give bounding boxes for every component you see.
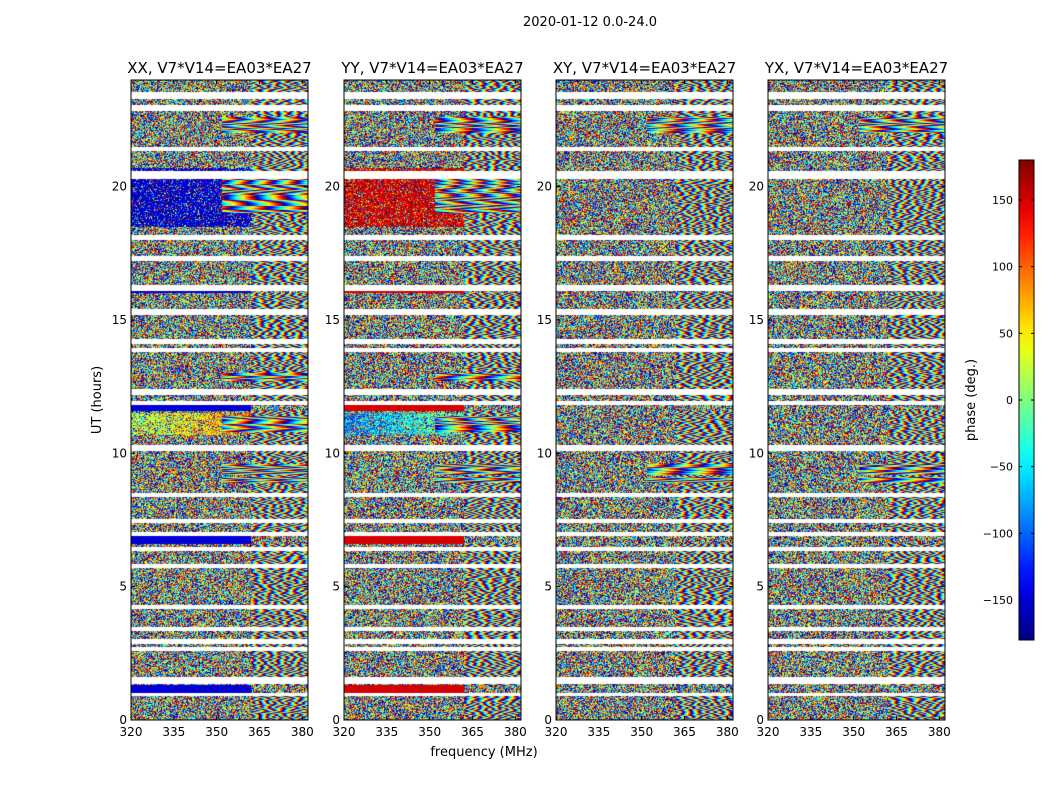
panel-title: YX, V7*V14=EA03*EA27 bbox=[764, 59, 948, 77]
x-tick-label: 380 bbox=[928, 725, 951, 739]
y-tick-label: 5 bbox=[544, 580, 552, 594]
x-tick-label: 380 bbox=[291, 725, 314, 739]
panel-4: YX, V7*V14=EA03*EA27 320 335 350 365 380 0 5 10 1… bbox=[749, 59, 951, 739]
x-tick-label: 365 bbox=[248, 725, 271, 739]
phase-heatmap-canvas bbox=[768, 80, 945, 720]
x-tick-label: 320 bbox=[333, 725, 356, 739]
y-tick-label: 5 bbox=[332, 580, 340, 594]
colorbar-label: phase (deg.) bbox=[964, 359, 979, 441]
colorbar: −150 −100 −50 0 50 100 150 bbox=[983, 159, 1035, 641]
y-tick-label: 15 bbox=[325, 313, 340, 327]
x-tick-label: 320 bbox=[120, 725, 143, 739]
y-tick-label: 20 bbox=[112, 180, 127, 194]
x-tick-label: 380 bbox=[504, 725, 527, 739]
x-tick-label: 350 bbox=[630, 725, 653, 739]
x-tick-label: 365 bbox=[461, 725, 484, 739]
panel-frame bbox=[343, 79, 522, 721]
colorbar-tick-label: −50 bbox=[990, 461, 1013, 474]
panel-3: XY, V7*V14=EA03*EA27 320 335 350 365 380 0 5 10 1… bbox=[537, 59, 739, 739]
x-tick-label: 365 bbox=[885, 725, 908, 739]
y-tick-label: 10 bbox=[112, 446, 127, 460]
x-tick-label: 350 bbox=[205, 725, 228, 739]
figure-title: 2020-01-12 0.0-24.0 bbox=[523, 15, 657, 30]
phase-heatmap bbox=[344, 80, 521, 720]
panels: XX, V7*V14=EA03*EA27 320 335 350 365 380 0 5 10 1… bbox=[112, 59, 951, 739]
panel-frame bbox=[555, 79, 734, 721]
x-tick-label: 380 bbox=[716, 725, 739, 739]
y-tick-label: 20 bbox=[325, 180, 340, 194]
y-tick-label: 0 bbox=[756, 713, 764, 727]
x-axis-label: frequency (MHz) bbox=[430, 745, 537, 760]
x-tick-label: 350 bbox=[842, 725, 865, 739]
y-tick-label: 20 bbox=[749, 180, 764, 194]
colorbar-tick-label: −150 bbox=[983, 594, 1013, 607]
x-tick-label: 335 bbox=[162, 725, 185, 739]
x-tick-label: 335 bbox=[375, 725, 398, 739]
x-tick-label: 350 bbox=[418, 725, 441, 739]
y-axis-label: UT (hours) bbox=[90, 366, 105, 434]
colorbar-tick-label: 100 bbox=[992, 261, 1013, 274]
x-tick-label: 320 bbox=[757, 725, 780, 739]
x-tick-label: 335 bbox=[799, 725, 822, 739]
y-tick-label: 5 bbox=[756, 580, 764, 594]
x-tick-label: 320 bbox=[545, 725, 568, 739]
phase-heatmap-canvas bbox=[556, 80, 733, 720]
y-tick-label: 20 bbox=[537, 180, 552, 194]
panel-title: XX, V7*V14=EA03*EA27 bbox=[127, 59, 311, 77]
x-tick-label: 335 bbox=[587, 725, 610, 739]
panel-1: XX, V7*V14=EA03*EA27 320 335 350 365 380 0 5 10 1… bbox=[112, 59, 314, 739]
colorbar-tick-label: 50 bbox=[999, 327, 1013, 340]
y-tick-label: 15 bbox=[749, 313, 764, 327]
y-tick-label: 15 bbox=[112, 313, 127, 327]
x-tick-label: 365 bbox=[673, 725, 696, 739]
colorbar-tick-label: 150 bbox=[992, 194, 1013, 207]
panel-frame bbox=[130, 79, 309, 721]
panel-title: XY, V7*V14=EA03*EA27 bbox=[553, 59, 736, 77]
y-tick-label: 10 bbox=[749, 446, 764, 460]
y-tick-label: 15 bbox=[537, 313, 552, 327]
phase-heatmap bbox=[131, 80, 308, 720]
panel-2: YY, V7*V14=EA03*EA27 320 335 350 365 380 0 5 10 1… bbox=[325, 59, 527, 739]
y-tick-label: 0 bbox=[332, 713, 340, 727]
phase-heatmap bbox=[768, 80, 945, 720]
panel-frame bbox=[767, 79, 946, 721]
phase-heatmap bbox=[556, 80, 733, 720]
colorbar-tick-label: 0 bbox=[1006, 394, 1013, 407]
phase-heatmap-canvas bbox=[131, 80, 308, 720]
y-tick-label: 0 bbox=[119, 713, 127, 727]
y-tick-label: 5 bbox=[119, 580, 127, 594]
y-tick-label: 10 bbox=[325, 446, 340, 460]
phase-heatmap-canvas bbox=[344, 80, 521, 720]
panel-title: YY, V7*V14=EA03*EA27 bbox=[340, 59, 523, 77]
y-tick-label: 0 bbox=[544, 713, 552, 727]
y-tick-label: 10 bbox=[537, 446, 552, 460]
colorbar-tick-label: −100 bbox=[983, 527, 1013, 540]
